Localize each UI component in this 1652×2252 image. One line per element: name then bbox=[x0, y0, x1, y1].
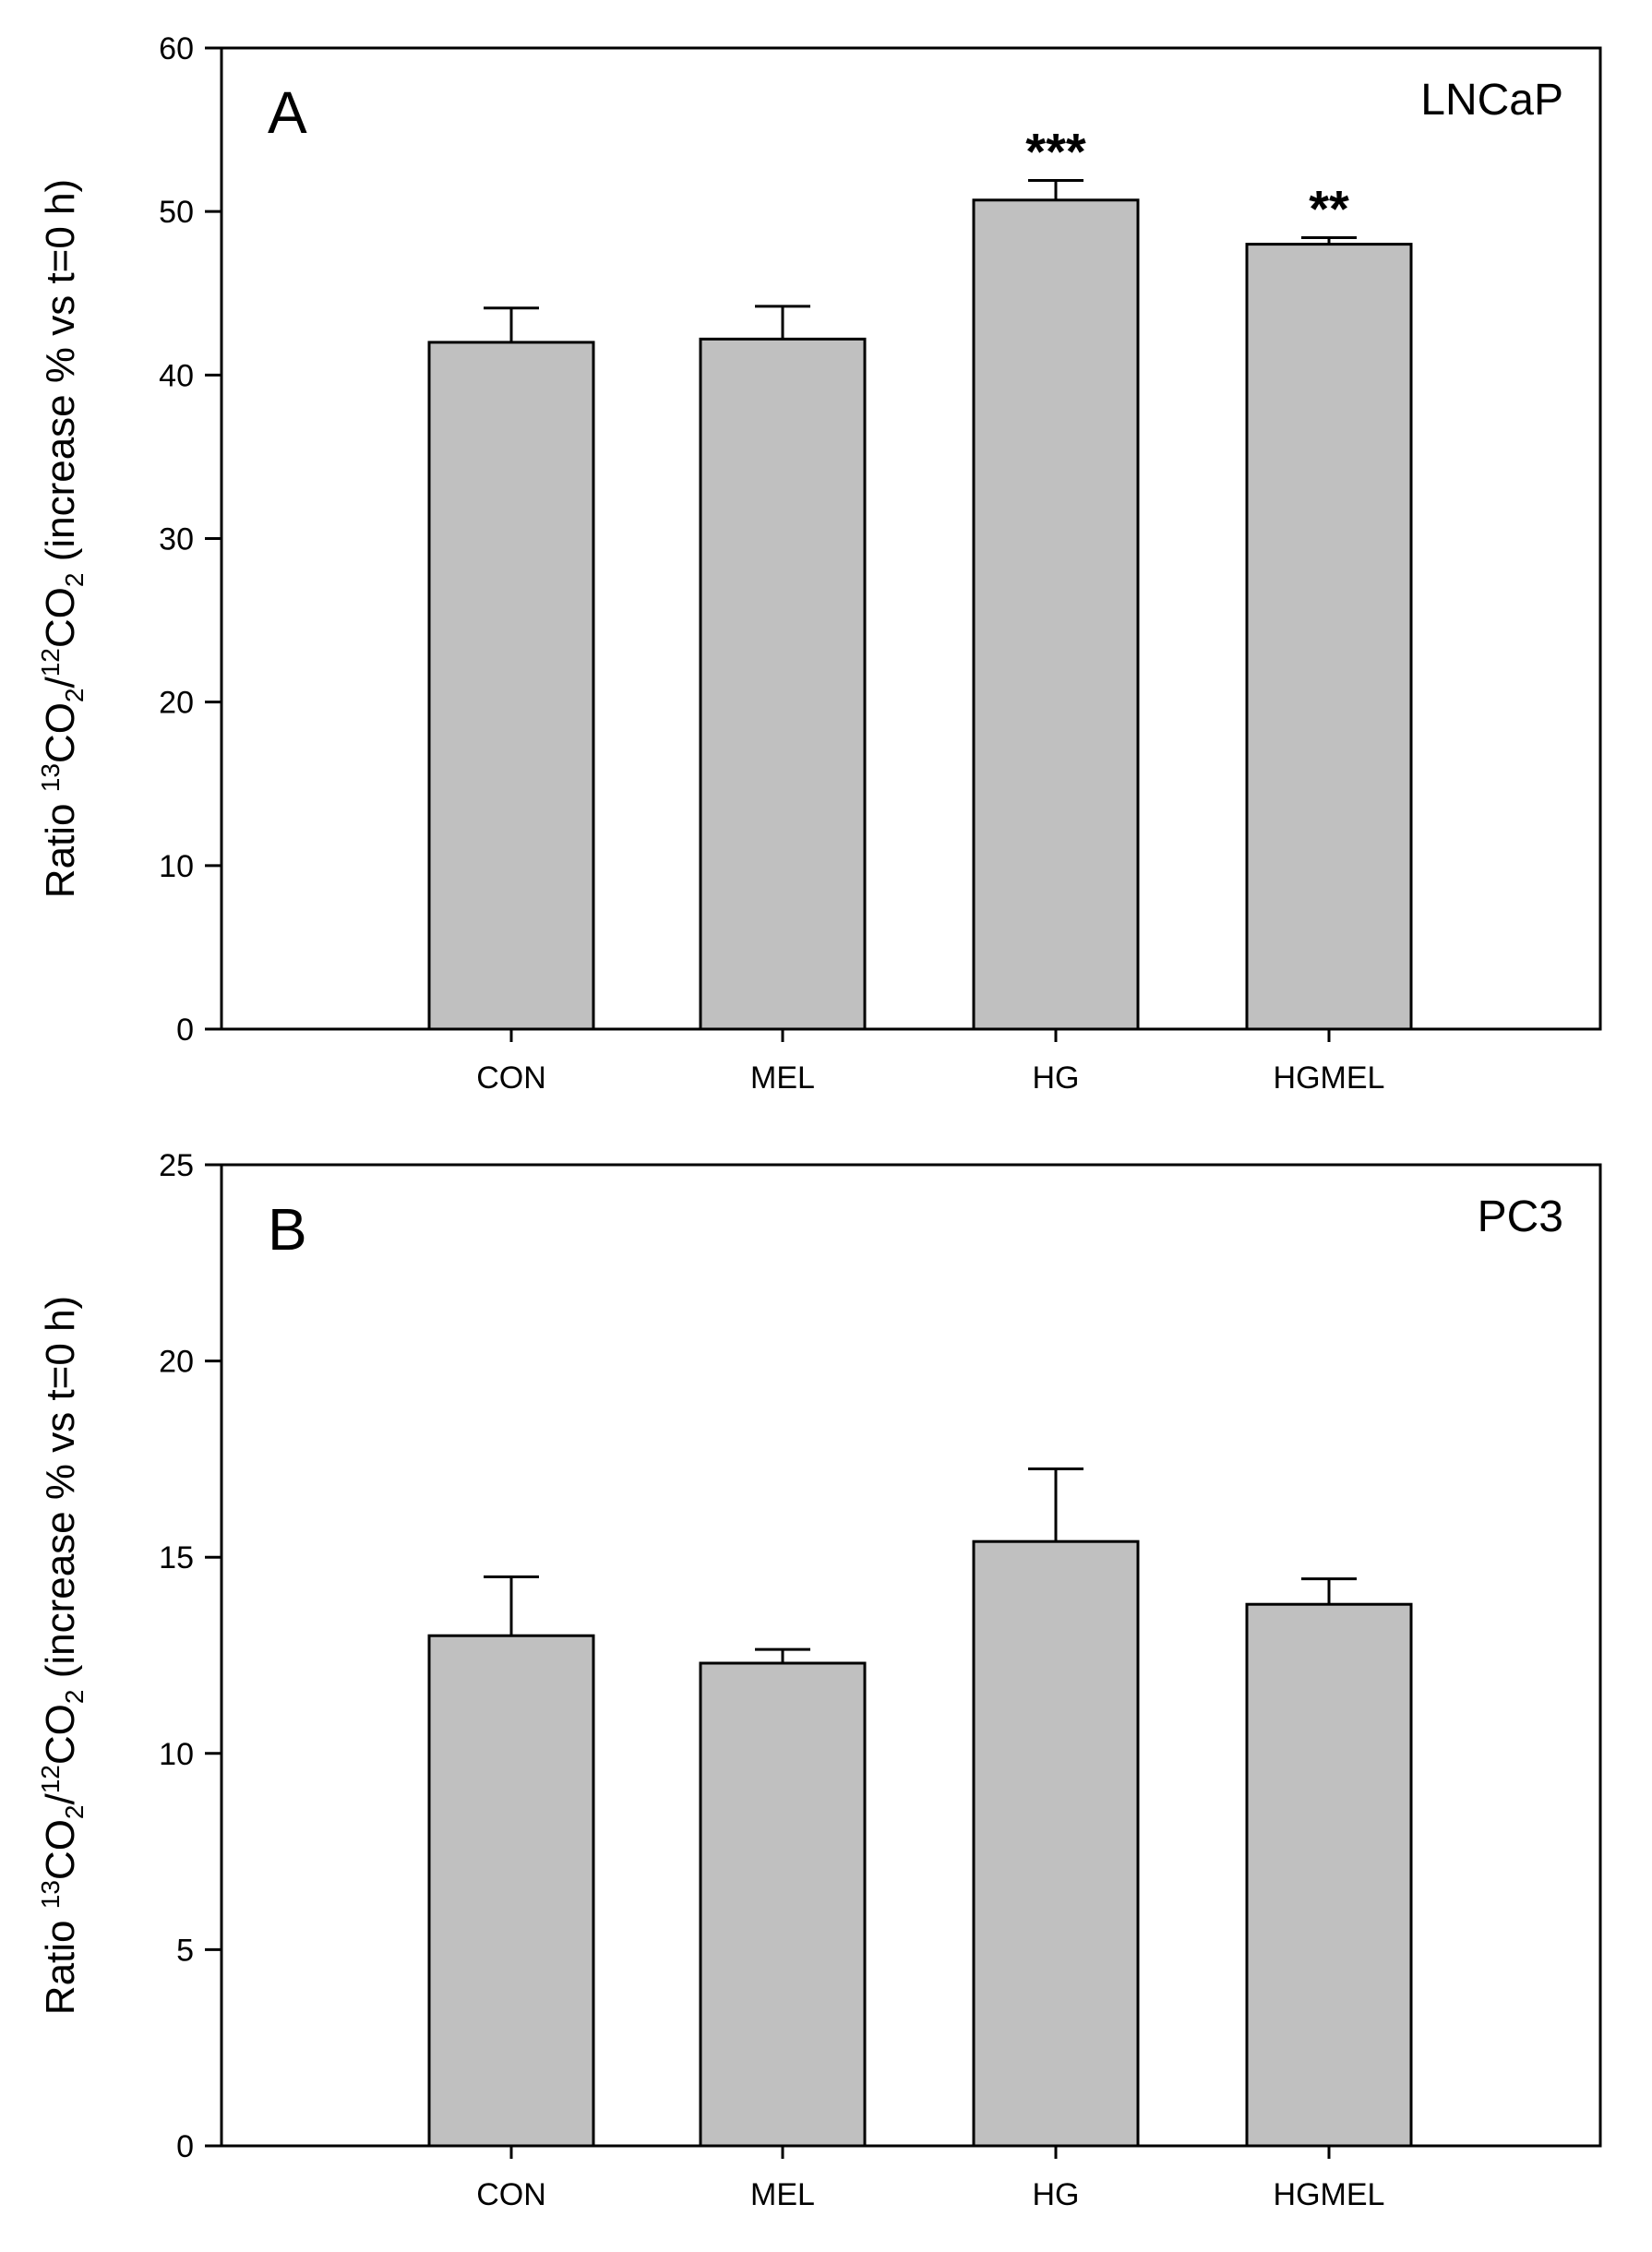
y-axis-label-part: CO bbox=[38, 1704, 83, 1765]
y-axis-label-part: 2 bbox=[60, 689, 89, 703]
bar-hgmel bbox=[1245, 1602, 1413, 2148]
y-tick-label: 15 bbox=[159, 1540, 194, 1575]
bar-hgmel bbox=[1245, 243, 1413, 1031]
y-axis-label-part: CO bbox=[38, 702, 83, 763]
x-category-label: MEL bbox=[750, 1060, 815, 1096]
y-tick-label: 20 bbox=[159, 686, 194, 721]
y-axis-label: Ratio 13CO2/12CO2 (increase % vs t=0 h) bbox=[36, 179, 89, 898]
y-axis-label: Ratio 13CO2/12CO2 (increase % vs t=0 h) bbox=[36, 1296, 89, 2015]
y-tick-label: 50 bbox=[159, 195, 194, 230]
y-axis-label-part: CO bbox=[38, 1819, 83, 1880]
y-axis-label-part: 2 bbox=[60, 573, 89, 588]
x-category-label: CON bbox=[476, 1060, 546, 1096]
x-category-label: MEL bbox=[750, 2177, 815, 2212]
y-tick-label: 5 bbox=[176, 1933, 194, 1968]
y-tick-label: 0 bbox=[176, 1012, 194, 1048]
bar-mel bbox=[699, 1661, 867, 2148]
panel-letter: B bbox=[268, 1196, 307, 1263]
y-axis-label-part: 12 bbox=[36, 1765, 65, 1793]
bar-con bbox=[427, 1634, 595, 2148]
cell-line-label: LNCaP bbox=[1420, 76, 1563, 125]
y-axis-label-part: 12 bbox=[36, 648, 65, 677]
y-axis-label-part: / bbox=[38, 1793, 83, 1805]
y-axis-label-part: (increase % vs t=0 h) bbox=[38, 1296, 83, 1690]
panel-letter: A bbox=[268, 79, 307, 146]
y-axis-label-part: 13 bbox=[36, 1880, 65, 1909]
y-axis-label-part: 13 bbox=[36, 763, 65, 792]
y-axis-label-part: 2 bbox=[60, 1690, 89, 1705]
plot-frame bbox=[220, 1163, 1602, 2148]
bar-mel bbox=[699, 337, 867, 1031]
x-category-label: HGMEL bbox=[1274, 1060, 1385, 1096]
significance-marker: *** bbox=[1025, 123, 1086, 181]
y-axis-label-part: (increase % vs t=0 h) bbox=[38, 179, 83, 573]
y-tick-label: 30 bbox=[159, 522, 194, 557]
panel-a: 0 10 20 30 40 50 60 CON MEL HG *** HGMEL ** A LNCaP Rat… bbox=[36, 31, 1602, 1096]
y-tick-label: 20 bbox=[159, 1345, 194, 1380]
y-axis-label-part: / bbox=[38, 677, 83, 689]
y-tick-label: 25 bbox=[159, 1148, 194, 1183]
cell-line-label: PC3 bbox=[1478, 1192, 1563, 1241]
significance-marker: ** bbox=[1309, 180, 1349, 238]
y-axis-label-part: Ratio bbox=[38, 1909, 83, 2015]
y-axis-label-part: Ratio bbox=[38, 792, 83, 898]
x-category-label: HGMEL bbox=[1274, 2177, 1385, 2212]
y-tick-label: 40 bbox=[159, 358, 194, 393]
y-tick-label: 60 bbox=[159, 31, 194, 66]
x-category-label: HG bbox=[1033, 1060, 1080, 1096]
bar-hg bbox=[972, 1539, 1140, 2148]
y-tick-label: 10 bbox=[159, 1737, 194, 1772]
bar-hg bbox=[972, 198, 1140, 1031]
y-axis-label-part: CO bbox=[38, 587, 83, 648]
x-category-label: CON bbox=[476, 2177, 546, 2212]
y-tick-label: 0 bbox=[176, 2129, 194, 2164]
bar-con bbox=[427, 341, 595, 1031]
y-axis-label-part: 2 bbox=[60, 1805, 89, 1820]
y-tick-label: 10 bbox=[159, 849, 194, 884]
x-category-label: HG bbox=[1033, 2177, 1080, 2212]
